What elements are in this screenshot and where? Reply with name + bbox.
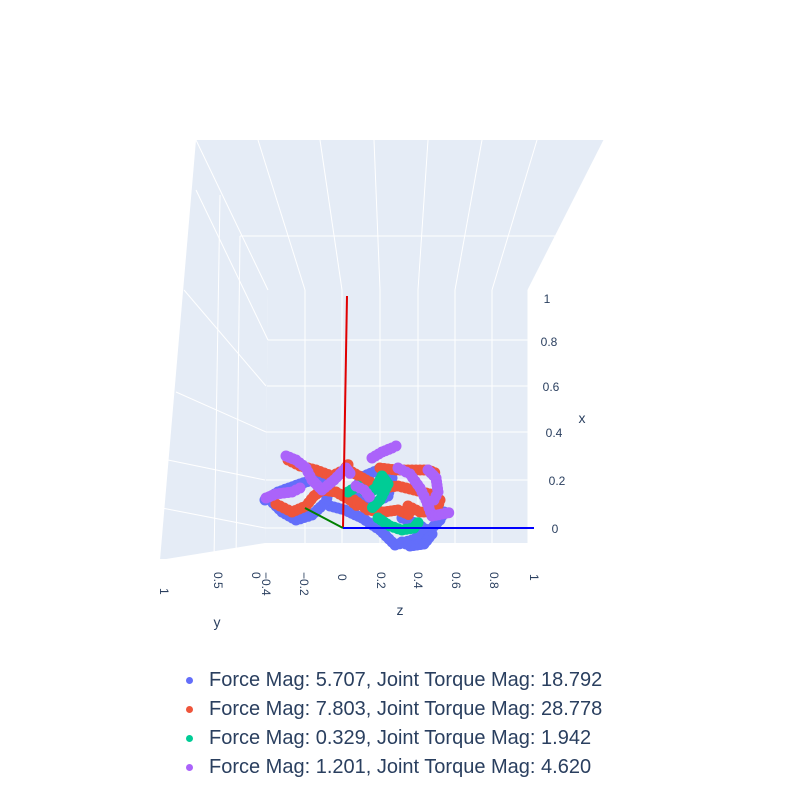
z-tick-label: 0.8 xyxy=(487,572,501,589)
legend: Force Mag: 5.707, Joint Torque Mag: 18.7… xyxy=(180,666,740,782)
y-tick-labels: 1 0.5 0 xyxy=(157,572,263,595)
data-point xyxy=(367,502,378,513)
z-tick-label: 0 xyxy=(335,574,349,581)
x-tick-label: 1 xyxy=(544,292,551,306)
y-tick-label: 1 xyxy=(157,588,171,595)
y-axis-line xyxy=(304,507,344,529)
y-axis-title: y xyxy=(214,614,221,630)
data-point xyxy=(363,491,375,503)
x-tick-label: 0.4 xyxy=(546,426,563,440)
legend-item[interactable]: Force Mag: 0.329, Joint Torque Mag: 1.94… xyxy=(180,724,740,753)
x-tick-label: 0.2 xyxy=(549,474,566,488)
top-wall-grid xyxy=(195,139,605,291)
legend-marker-icon xyxy=(186,764,193,771)
back-wall-z xyxy=(196,140,604,290)
z-tick-labels: −0.4 −0.2 0 0.2 0.4 0.6 0.8 1 xyxy=(259,572,541,596)
data-point xyxy=(412,517,424,529)
legend-item[interactable]: Force Mag: 5.707, Joint Torque Mag: 18.7… xyxy=(180,666,740,695)
legend-item[interactable]: Force Mag: 1.201, Joint Torque Mag: 4.62… xyxy=(180,753,740,782)
z-tick-label: 0.2 xyxy=(374,572,388,589)
legend-label: Force Mag: 0.329, Joint Torque Mag: 1.94… xyxy=(209,727,592,749)
side-wall-grid xyxy=(161,189,269,561)
x-tick-label: 0 xyxy=(552,522,559,536)
x-axis-title: x xyxy=(579,410,586,426)
x-axis-line xyxy=(342,295,348,529)
legend-label: Force Mag: 7.803, Joint Torque Mag: 28.7… xyxy=(209,698,603,720)
legend-item[interactable]: Force Mag: 7.803, Joint Torque Mag: 28.7… xyxy=(180,695,740,724)
legend-label: Force Mag: 5.707, Joint Torque Mag: 18.7… xyxy=(209,669,603,691)
x-tick-label: 0.8 xyxy=(541,335,558,349)
z-tick-label: 1 xyxy=(527,574,541,581)
data-point xyxy=(443,507,455,519)
x-tick-label: 0.6 xyxy=(543,380,560,394)
y-tick-label: 0 xyxy=(249,572,263,579)
z-tick-label: −0.4 xyxy=(259,572,273,596)
legend-marker-icon xyxy=(186,677,193,684)
z-tick-label: −0.2 xyxy=(297,572,311,596)
x-tick-labels: 0 0.2 0.4 0.6 0.8 1 xyxy=(541,292,566,536)
scatter3d-plot[interactable]: 0 0.2 0.4 0.6 0.8 1 x 1 0.5 0 y −0.4 −0.… xyxy=(0,0,800,640)
z-tick-label: 0.6 xyxy=(449,572,463,589)
data-point xyxy=(403,509,414,520)
z-axis-title: z xyxy=(397,602,404,618)
legend-label: Force Mag: 1.201, Joint Torque Mag: 4.62… xyxy=(209,756,592,778)
data-point xyxy=(428,494,440,506)
z-tick-label: 0.4 xyxy=(411,572,425,589)
data-point xyxy=(396,536,408,548)
data-point xyxy=(344,467,356,479)
legend-marker-icon xyxy=(186,706,193,713)
legend-marker-icon xyxy=(186,735,193,742)
side-wall-y xyxy=(160,140,268,560)
data-points xyxy=(259,440,455,552)
y-tick-label: 0.5 xyxy=(211,572,225,589)
data-point xyxy=(390,440,402,452)
data-point xyxy=(294,482,306,494)
